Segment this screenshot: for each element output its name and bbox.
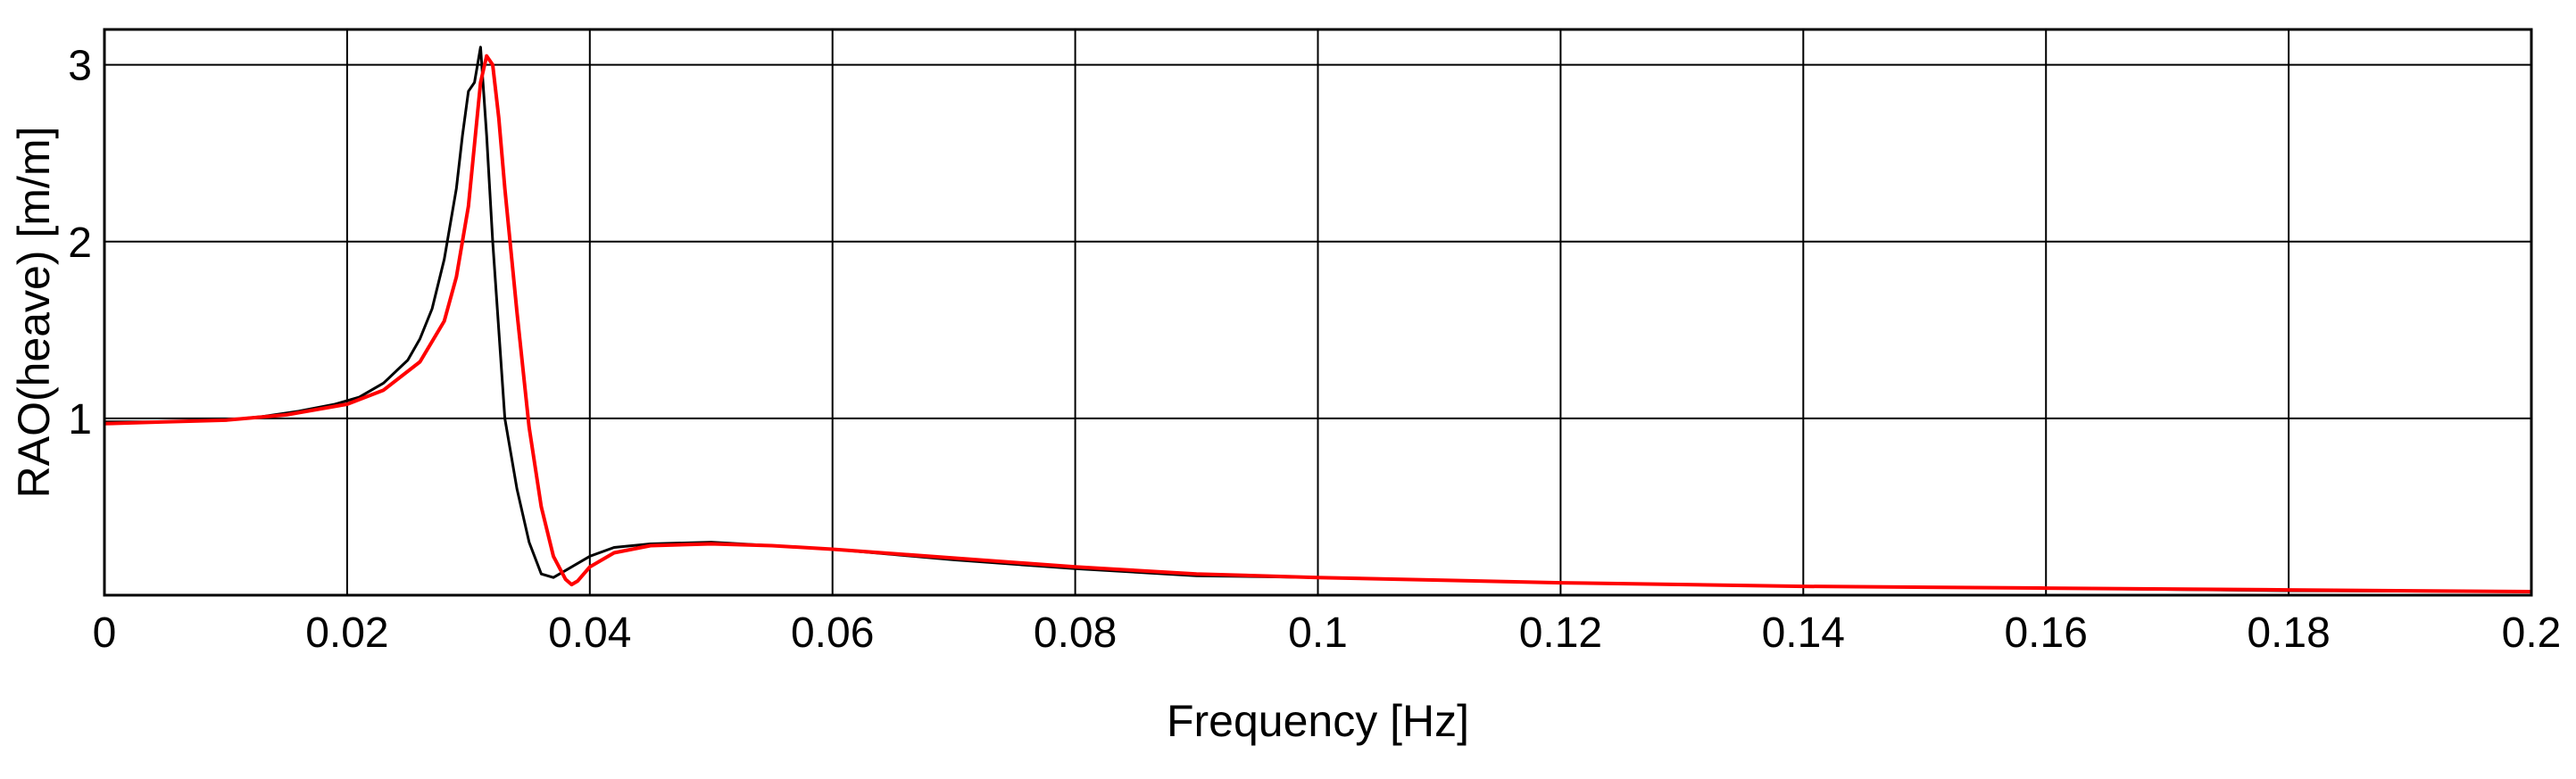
x-tick-label: 0.12 bbox=[1519, 609, 1602, 657]
x-tick-label: 0.14 bbox=[1762, 609, 1845, 657]
x-tick-label: 0.06 bbox=[791, 609, 874, 657]
y-axis-title: RAO(heave) [m/m] bbox=[9, 127, 59, 499]
y-tick-label: 1 bbox=[68, 396, 92, 443]
y-tick-label: 2 bbox=[68, 220, 92, 267]
x-tick-label: 0.04 bbox=[548, 609, 631, 657]
x-tick-label: 0.2 bbox=[2502, 609, 2562, 657]
x-tick-label: 0.08 bbox=[1034, 609, 1117, 657]
x-tick-label: 0.18 bbox=[2247, 609, 2330, 657]
series-lines bbox=[104, 46, 2532, 593]
x-axis-title: Frequency [Hz] bbox=[1167, 696, 1469, 746]
plot-frame bbox=[103, 28, 2533, 597]
x-tick-labels: 0 0.02 0.04 0.06 0.08 0.1 0.12 0.14 0.16 0.18 0.2 bbox=[93, 609, 2562, 657]
x-tick-label: 0 bbox=[93, 609, 117, 657]
y-tick-labels: 1 2 3 bbox=[68, 43, 92, 443]
y-tick-label: 3 bbox=[68, 43, 92, 90]
x-tick-label: 0.1 bbox=[1288, 609, 1348, 657]
x-tick-label: 0.16 bbox=[2004, 609, 2087, 657]
grid bbox=[104, 29, 2531, 595]
series-line-red bbox=[104, 54, 2532, 593]
x-tick-label: 0.02 bbox=[305, 609, 388, 657]
